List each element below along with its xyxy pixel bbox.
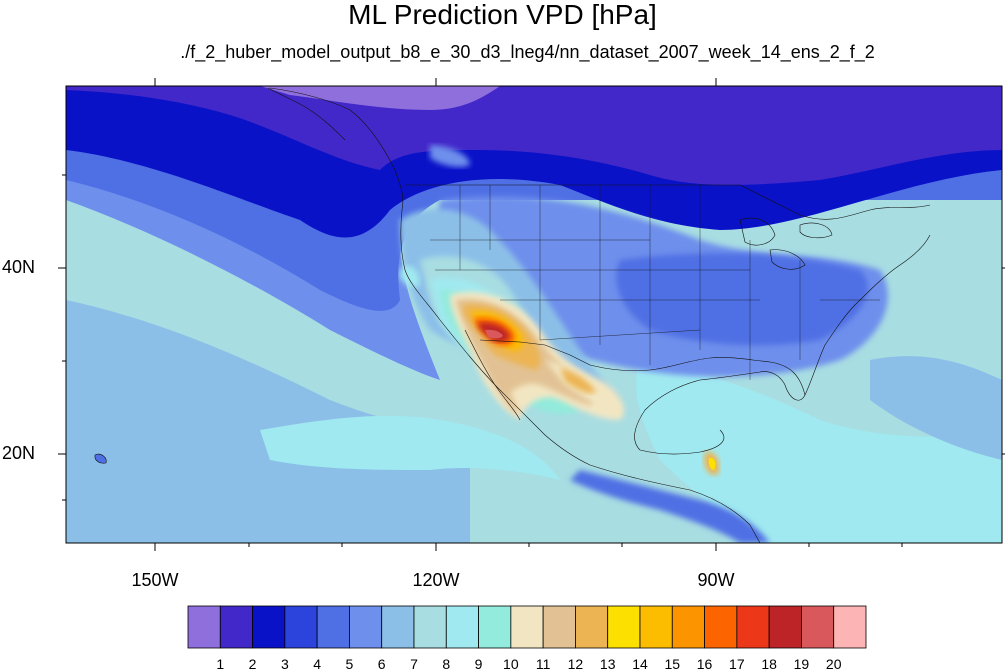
colorbar-tick-label: 20 (825, 656, 842, 672)
alaska-coast (267, 87, 346, 141)
colorbar-tick-label: 3 (280, 656, 289, 672)
field-yucatan-14 (708, 457, 716, 470)
pacific-coast (269, 87, 761, 543)
colorbar-swatch (704, 605, 738, 649)
colorbar-tick-label: 8 (442, 656, 451, 672)
field-hawaii (94, 454, 107, 464)
colorbar-tick-label: 9 (474, 656, 483, 672)
plot-title: ML Prediction VPD [hPa] (348, 0, 657, 30)
lat-label-20n: 20N (2, 443, 36, 463)
gulf-coast (589, 357, 806, 455)
colorbar-swatch (510, 605, 544, 649)
colorbar-tick-label: 4 (313, 656, 322, 672)
field-band-gulf (636, 360, 1002, 543)
colorbar-swatch (801, 605, 835, 649)
field-band-1 (260, 86, 500, 110)
colorbar-swatch (768, 605, 802, 649)
colorbar-tick-label: 13 (599, 656, 616, 672)
lat-label-40n: 40N (2, 257, 36, 277)
axis-ticks (58, 78, 1005, 551)
colorbar-tick-label: 17 (729, 656, 745, 672)
colorbar-swatch (671, 605, 705, 649)
colorbar-swatch (478, 605, 512, 649)
colorbar-swatch (413, 605, 447, 649)
atlantic-coast (804, 234, 931, 396)
colorbar-tick-label: 5 (345, 656, 354, 672)
colorbar-tick-label: 1 (216, 656, 225, 672)
field-ca-5 (570, 470, 770, 543)
lon-label-120w: 120W (412, 570, 460, 590)
coastlines (94, 87, 931, 543)
hawaii-coast (94, 453, 107, 464)
colorbar-swatch (316, 605, 350, 649)
colorbar-swatch (607, 605, 641, 649)
colorbar-tick-label: 12 (567, 656, 584, 672)
field-mx-13 (560, 368, 596, 394)
colorbar-swatch (445, 605, 479, 649)
colorbar-tick-label: 6 (377, 656, 386, 672)
us-canada-border (405, 184, 931, 220)
colorbar-swatch (381, 605, 415, 649)
lon-label-90w: 90W (697, 570, 735, 590)
colorbar-tick-label: 14 (632, 656, 648, 672)
colorbar-tick-label: 15 (664, 656, 681, 672)
lon-label-150w: 150W (131, 570, 179, 590)
field-band-6 (66, 300, 470, 543)
field-band-pacific-cyan (260, 415, 560, 480)
colorbar-tick-label: 7 (410, 656, 418, 672)
colorbar-swatch (575, 605, 609, 649)
great-lakes (739, 217, 833, 270)
colorbar-tick-label: 18 (761, 656, 777, 672)
colorbar-swatch (187, 605, 221, 649)
us-mexico-border (479, 339, 591, 366)
colorbar (187, 605, 867, 649)
colorbar-swatch (833, 605, 867, 649)
colorbar-tick-label: 19 (793, 656, 810, 672)
field-sw-20 (485, 329, 503, 339)
state-lines (430, 185, 880, 380)
field-ca-coast (400, 265, 420, 288)
vpd-field (66, 86, 1002, 543)
colorbar-tick-label: 16 (696, 656, 713, 672)
field-band-atlantic-6 (870, 356, 1002, 460)
colorbar-swatch (349, 605, 383, 649)
field-us-4 (616, 253, 868, 346)
plot-subtitle: ./f_2_huber_model_output_b8_e_30_d3_lneg… (180, 42, 875, 62)
colorbar-tick-label: 11 (535, 656, 551, 672)
colorbar-tick-label: 10 (503, 656, 519, 672)
colorbar-swatch (219, 605, 253, 649)
map-frame (65, 85, 1003, 544)
colorbar-swatch (542, 605, 576, 649)
baja-coast (464, 329, 521, 421)
colorbar-swatch (252, 605, 286, 649)
field-band-2 (66, 86, 1002, 185)
field-rockies-6 (430, 145, 470, 168)
colorbar-swatch (736, 605, 770, 649)
colorbar-swatch (639, 605, 673, 649)
colorbar-swatch (284, 605, 318, 649)
colorbar-tick-label: 2 (248, 656, 257, 672)
field-baja-12 (490, 360, 520, 415)
